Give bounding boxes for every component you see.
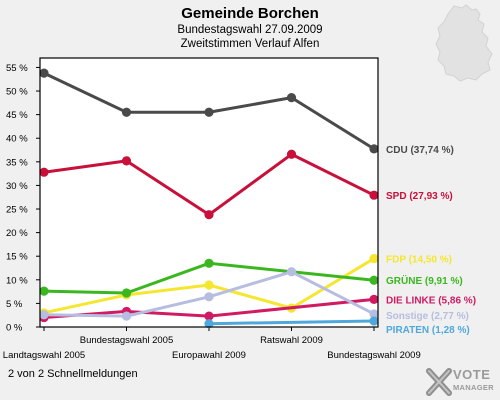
x-tick-label: Ratswahl 2009	[260, 335, 323, 346]
logo-text-manager: MANAGER	[453, 383, 494, 392]
data-point-sonstige	[369, 309, 379, 319]
x-cross-icon	[426, 368, 452, 396]
series-label-fdp: FDP (14,50 %)	[386, 255, 452, 266]
y-tick-label: 35 %	[6, 157, 28, 168]
data-point-cdu	[121, 107, 132, 117]
data-point-cdu	[39, 68, 49, 78]
x-tick-label: Bundestagswahl 2005	[80, 335, 174, 346]
data-point-sonstige	[204, 292, 214, 302]
series-label-die-linke: DIE LINKE (5,86 %)	[386, 295, 476, 306]
series-line-piraten	[208, 319, 375, 326]
data-point-fdp	[204, 280, 214, 290]
y-tick-label: 5 %	[6, 299, 23, 310]
y-tick-label: 15 %	[6, 252, 28, 263]
series-label-sonstige: Sonstige (2,77 %)	[386, 311, 469, 322]
y-tick-label: 0 %	[6, 323, 23, 334]
plot-frame	[39, 57, 379, 328]
y-tick-label: 40 %	[6, 134, 28, 145]
y-tick-label: 20 %	[6, 228, 28, 239]
logo-text-vote: VOTE	[453, 367, 491, 382]
y-tick-label: 10 %	[6, 275, 28, 286]
data-point-cdu	[286, 93, 297, 103]
x-tick-label: Bundestagswahl 2009	[327, 350, 421, 361]
data-point-spd	[286, 149, 297, 159]
data-point-sonstige	[121, 311, 132, 321]
data-point-piraten	[204, 319, 214, 329]
chart-subtitle-election: Bundestagswahl 27.09.2009	[177, 24, 323, 36]
x-tick-label: Europawahl 2009	[172, 350, 246, 361]
data-point-cdu	[369, 144, 379, 154]
data-point-grüne	[39, 286, 49, 296]
chart-subtitle-district: Zweitstimmen Verlauf Alfen	[180, 38, 320, 50]
data-point-grüne	[369, 275, 379, 285]
y-tick-label: 45 %	[6, 110, 28, 121]
x-tick-label: Landtagswahl 2005	[3, 350, 85, 361]
series-label-piraten: PIRATEN (1,28 %)	[386, 325, 470, 336]
y-tick-label: 30 %	[6, 181, 28, 192]
y-tick-label: 50 %	[6, 87, 28, 98]
series-label-grüne: GRÜNE (9,91 %)	[386, 274, 463, 287]
series-label-spd: SPD (27,93 %)	[386, 191, 453, 202]
data-point-die-linke	[204, 311, 214, 321]
germany-map-icon	[435, 4, 493, 82]
data-point-die-linke	[369, 294, 379, 304]
data-point-spd	[369, 190, 379, 200]
vote-manager-logo: VOTE MANAGER	[426, 366, 500, 400]
data-point-grüne	[204, 258, 214, 268]
data-point-spd	[204, 210, 214, 220]
data-point-spd	[39, 167, 49, 177]
data-point-fdp	[369, 253, 379, 264]
data-point-sonstige	[39, 310, 49, 320]
y-tick-label: 25 %	[6, 205, 28, 216]
footer-status: 2 von 2 Schnellmeldungen	[8, 368, 138, 380]
series-label-cdu: CDU (37,74 %)	[386, 145, 454, 156]
chart-title: Gemeinde Borchen	[181, 5, 319, 22]
data-point-sonstige	[286, 267, 297, 277]
data-point-piraten	[369, 316, 379, 326]
y-tick-label: 55 %	[6, 63, 28, 74]
data-point-cdu	[204, 107, 214, 117]
data-point-spd	[121, 156, 132, 166]
data-point-grüne	[121, 288, 132, 298]
